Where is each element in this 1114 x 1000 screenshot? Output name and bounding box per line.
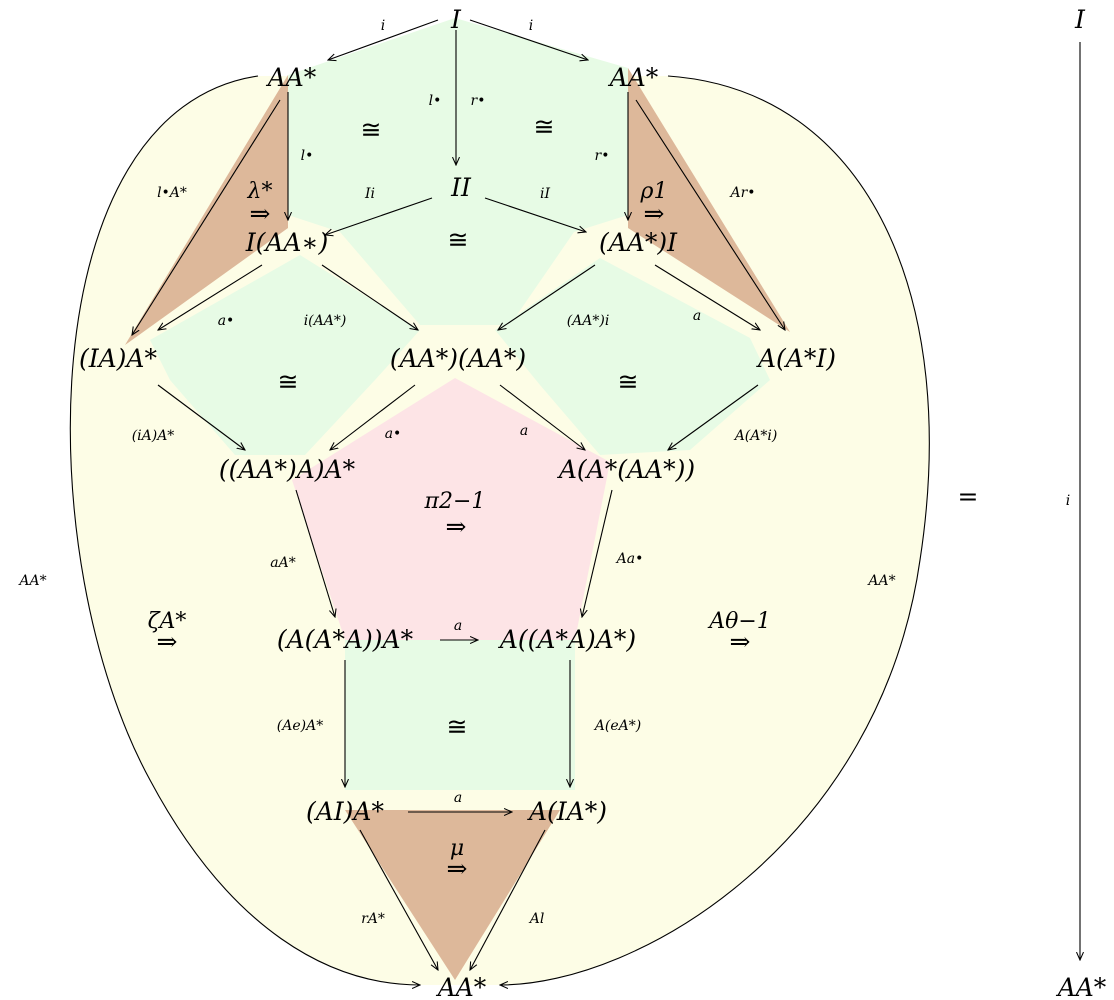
edge-rA (359, 829, 438, 970)
two-cell-rho: ρ1 (640, 179, 668, 204)
edge-iA-Astar (157, 384, 245, 450)
label-AAstar-i: (AA*)i (567, 313, 610, 329)
label-a-bullet: a• (218, 313, 235, 329)
edge-a-1 (654, 264, 760, 330)
label-a-horiz2: a (454, 790, 462, 806)
object-AAstar-AAstar: (AA*)(AA*) (390, 344, 526, 373)
two-cell-zeta: ζA* (148, 609, 187, 634)
edge-Ar (635, 99, 785, 330)
label-rA: rA* (361, 911, 385, 927)
two-cell-lambda-arrow: ⇒ (250, 199, 271, 228)
label-i-AAstar: i(AA*) (304, 313, 347, 329)
two-cell-rho-arrow: ⇒ (644, 199, 665, 228)
two-cell-lambda: λ* (247, 179, 273, 204)
object-rhs-top: I (1074, 5, 1086, 34)
object-A-AstarAAstar: A(A*(AA*)) (557, 455, 695, 484)
two-cell-mu: μ (450, 836, 464, 861)
object-I-top: I (450, 5, 462, 34)
edge-i-left (328, 19, 439, 60)
label-AA-left: AA* (17, 573, 46, 589)
edge-lA (132, 99, 281, 335)
label-aA: aA* (270, 555, 295, 571)
edge-i-right (469, 19, 588, 60)
object-I-AAstar: I(AA∗) (245, 228, 328, 257)
edge-Ii (325, 197, 433, 235)
label-a-right: a (693, 308, 701, 324)
object-AAstar-bottom: AA* (436, 973, 487, 1000)
iso-symbol-2: ≅ (534, 112, 555, 141)
edge-curve-left (69, 75, 420, 985)
green-region-left (150, 255, 420, 455)
green-region-top (288, 18, 628, 325)
label-Ar: Ar• (728, 185, 755, 201)
label-a-horiz: a (454, 618, 462, 634)
label-lA: l•A* (157, 185, 187, 201)
two-cell-theta: Aθ−1 (707, 609, 771, 634)
object-AAstarA-Astar: ((AA*)A)A* (219, 455, 356, 484)
label-rhs-i: i (1066, 493, 1070, 509)
edge-AAstar-i (498, 264, 596, 330)
label-l-bullet2: l• (301, 148, 314, 164)
object-AAstar-left: AA* (266, 63, 317, 92)
label-iI: iI (540, 186, 550, 202)
object-AI-Astar: (AI)A* (306, 797, 384, 826)
two-cell-pi-arrow: ⇒ (446, 512, 467, 541)
green-region-right (495, 258, 770, 455)
label-r-bullet2: r• (595, 148, 610, 164)
two-cell-pi: π2−1 (424, 489, 486, 514)
brown-region-bottom (345, 810, 560, 980)
brown-region-right (628, 68, 790, 332)
object-II: II (450, 173, 472, 202)
pink-region (292, 378, 610, 640)
object-A-AstarA-Astar: (A(A*A))A* (277, 625, 414, 654)
two-cell-theta-arrow: ⇒ (730, 627, 751, 656)
object-IA-Astar: (IA)A* (79, 344, 157, 373)
two-cell-mu-arrow: ⇒ (447, 854, 468, 883)
green-region-bottom (345, 640, 575, 790)
object-AAstar-I: (AA*)I (599, 228, 678, 257)
edge-a-2 (499, 384, 585, 450)
iso-symbol-5: ≅ (618, 367, 639, 396)
edge-i-AAstar (321, 264, 418, 330)
edge-curve-right (500, 75, 930, 985)
object-AAstar-right: AA* (608, 63, 659, 92)
label-AA-right: AA* (866, 573, 895, 589)
iso-symbol-1: ≅ (361, 115, 382, 144)
brown-region-left (125, 75, 288, 345)
object-A-IAstar: A(IA*) (527, 797, 607, 826)
label-A-Astar-i: A(A*i) (733, 428, 778, 444)
object-A-AstarA-Astar2: A((A*A)A*) (498, 625, 636, 654)
label-i-right: i (529, 18, 533, 34)
object-rhs-bottom: AA* (1056, 973, 1107, 1000)
label-a-bullet2: a• (385, 426, 402, 442)
label-iA-Astar: (iA)A* (132, 428, 175, 444)
edge-a-bullet-2 (330, 384, 416, 450)
edge-a-bullet-1 (158, 264, 263, 330)
object-A-AstarI: A(A*I) (756, 344, 836, 373)
iso-symbol-3: ≅ (448, 225, 469, 254)
label-a-mid: a (520, 423, 528, 439)
edge-A-Astar-i (668, 384, 759, 450)
edge-aA (295, 489, 335, 617)
iso-symbol-6: ≅ (447, 712, 468, 741)
label-Ae-A: (Ae)A* (277, 718, 323, 734)
label-l-bullet: l• (429, 93, 442, 109)
label-Al: Al (528, 911, 545, 927)
two-cell-zeta-arrow: ⇒ (157, 627, 178, 656)
label-Ii: Ii (364, 186, 375, 202)
edge-Al (470, 829, 546, 970)
iso-symbol-4: ≅ (278, 367, 299, 396)
edge-Aa (582, 489, 613, 617)
label-r-bullet: r• (471, 93, 486, 109)
edge-iI (484, 197, 586, 232)
label-i-left: i (381, 18, 385, 34)
equals-sign: = (958, 482, 979, 511)
label-Aa: Aa• (615, 551, 644, 567)
label-A-eA: A(eA*) (593, 718, 641, 734)
